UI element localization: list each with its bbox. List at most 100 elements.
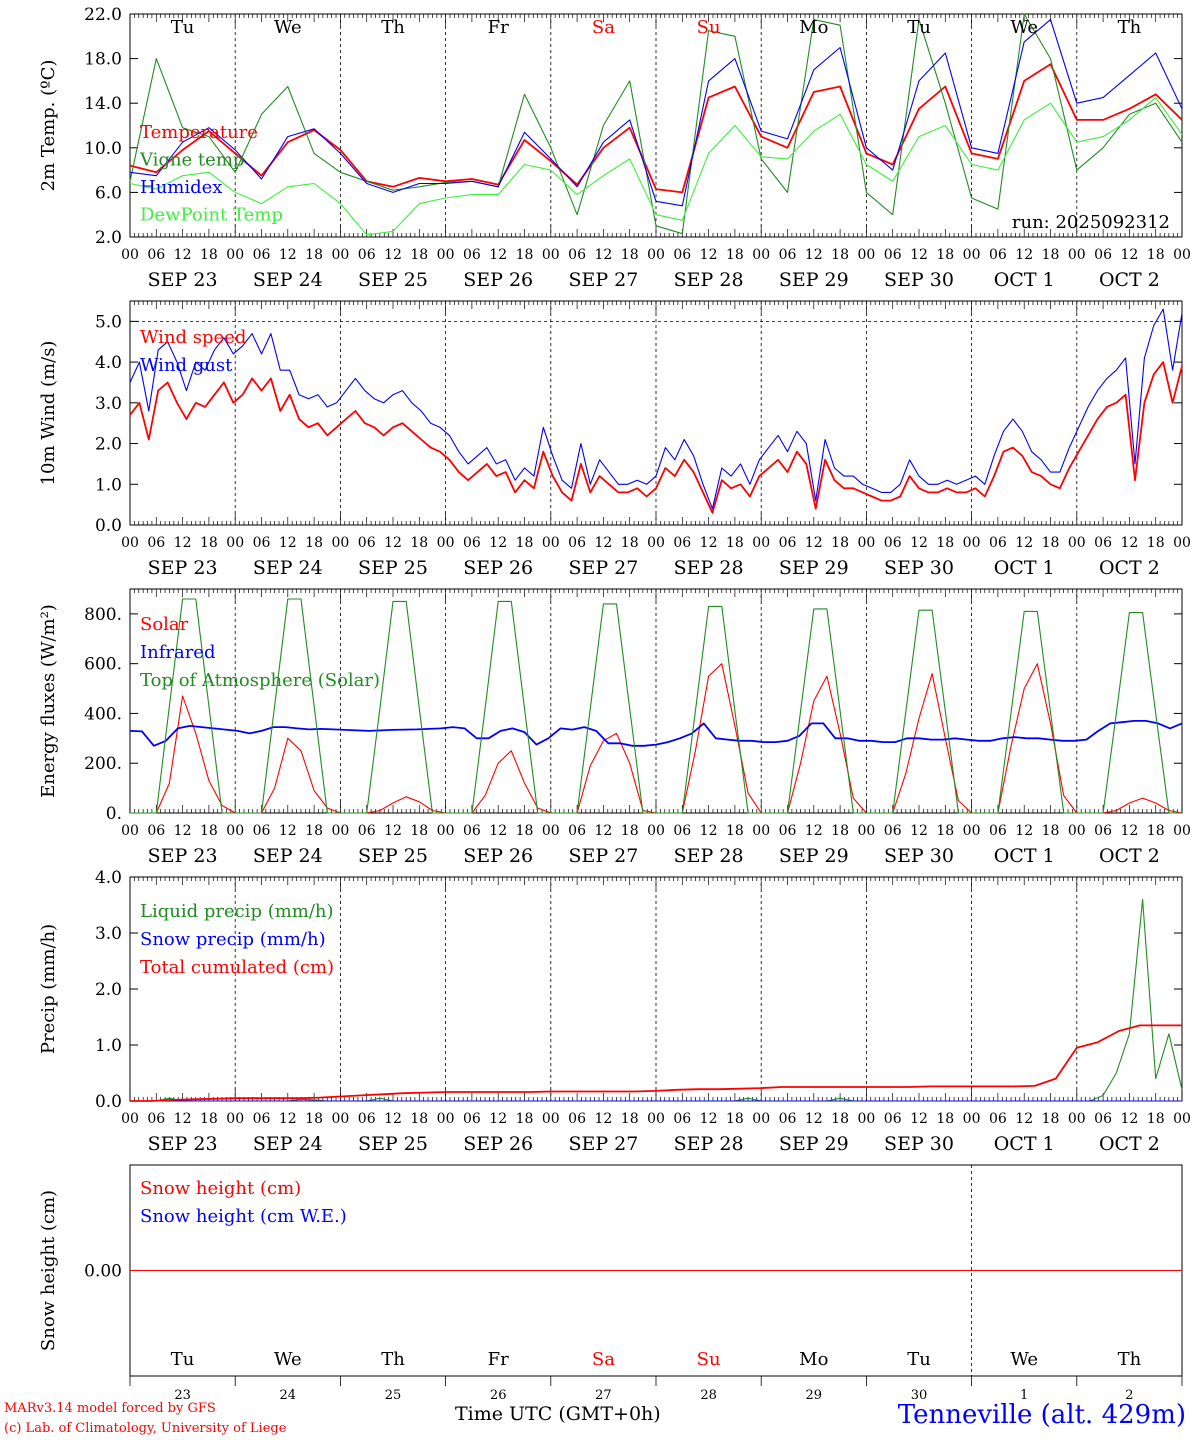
energy-hour-label: 00 — [647, 823, 665, 839]
snow-weekday-label: Su — [697, 1349, 721, 1370]
temperature-weekday-label: Tu — [907, 17, 931, 38]
energy-series-line — [130, 598, 1182, 814]
chart-snow: 0.00 Snow height (cm) Snow height (cm) Snow… — [38, 1164, 1183, 1403]
precip-legend-entry: Liquid precip (mm/h) — [140, 901, 334, 922]
chart-wind: 0.0 1.0 2.0 3.0 4.0 5.0 10m Wind (m/s) Wind spe… — [38, 300, 1191, 579]
snow-legend-entry: Snow height (cm W.E.) — [140, 1206, 347, 1227]
energy-ytick-label: 200. — [84, 754, 122, 774]
precip-hour-label: 12 — [384, 1111, 402, 1127]
precip-legend-entry: Snow precip (mm/h) — [140, 929, 326, 950]
energy-hour-label: 00 — [331, 823, 349, 839]
wind-date-label: SEP 24 — [253, 557, 323, 579]
wind-hour-label: 06 — [358, 535, 376, 551]
precip-series-line — [130, 1024, 1182, 1102]
precip-hour-label: 18 — [200, 1111, 218, 1127]
temperature-hour-label: 12 — [384, 247, 402, 263]
snow-day-number: 30 — [911, 1388, 928, 1403]
temperature-series-line — [129, 97, 1183, 236]
wind-hour-label: 00 — [437, 535, 455, 551]
precip-hour-label: 12 — [805, 1111, 823, 1127]
precip-hour-label: 06 — [147, 1111, 165, 1127]
temperature-hour-label: 06 — [884, 247, 902, 263]
wind-hour-label: 00 — [1173, 535, 1191, 551]
wind-hour-label: 12 — [805, 535, 823, 551]
snow-day-number: 28 — [700, 1388, 717, 1403]
precip-hour-label: 18 — [831, 1111, 849, 1127]
precip-hour-label: 18 — [305, 1111, 323, 1127]
temperature-date-label: SEP 28 — [674, 269, 744, 291]
temperature-hour-label: 12 — [594, 247, 612, 263]
temperature-hour-label: 12 — [279, 247, 297, 263]
wind-hour-label: 12 — [279, 535, 297, 551]
temperature-hour-label: 18 — [410, 247, 428, 263]
snow-day-number: 24 — [280, 1388, 297, 1403]
precip-date-label: SEP 26 — [463, 1133, 533, 1155]
snow-ylabel: Snow height (cm) — [38, 1190, 59, 1351]
temperature-hour-label: 18 — [1147, 247, 1165, 263]
energy-hour-label: 18 — [410, 823, 428, 839]
temperature-legend-entry: Temperature — [140, 122, 258, 143]
precip-ytick-label: 4.0 — [95, 868, 122, 888]
energy-ytick-label: 400. — [84, 704, 122, 724]
temperature-hour-label: 12 — [489, 247, 507, 263]
snow-legend-entry: Snow height (cm) — [140, 1178, 301, 1199]
temperature-date-label: SEP 30 — [884, 269, 954, 291]
snow-weekday-label: Mo — [799, 1349, 828, 1370]
wind-hour-label: 18 — [305, 535, 323, 551]
temperature-hour-label: 06 — [463, 247, 481, 263]
temperature-series-line — [129, 63, 1183, 194]
temperature-ytick-label: 6.0 — [95, 183, 122, 203]
energy-date-label: SEP 25 — [358, 845, 428, 867]
wind-date-label: SEP 30 — [884, 557, 954, 579]
temperature-date-label: OCT 2 — [1099, 269, 1160, 291]
wind-series-line — [129, 361, 1183, 514]
temperature-hour-label: 06 — [989, 247, 1007, 263]
wind-hour-label: 00 — [1068, 535, 1086, 551]
energy-hour-label: 18 — [516, 823, 534, 839]
wind-hour-label: 00 — [542, 535, 560, 551]
chart-precip: 0.0 1.0 2.0 3.0 4.0 Precip (mm/h) Liquid preci… — [38, 868, 1191, 1155]
energy-hour-label: 06 — [358, 823, 376, 839]
temperature-ytick-label: 14.0 — [84, 94, 122, 114]
wind-date-label: OCT 2 — [1099, 557, 1160, 579]
snow-weekday-label: Fr — [488, 1349, 509, 1370]
wind-hour-label: 12 — [1015, 535, 1033, 551]
energy-date-label: SEP 23 — [148, 845, 218, 867]
energy-hour-label: 00 — [121, 823, 139, 839]
temperature-series-line — [129, 19, 1183, 207]
temperature-hour-label: 12 — [1120, 247, 1138, 263]
temperature-weekday-label: Th — [381, 17, 405, 38]
wind-date-label: SEP 25 — [358, 557, 428, 579]
precip-hour-label: 12 — [700, 1111, 718, 1127]
precip-hour-label: 06 — [568, 1111, 586, 1127]
wind-hour-label: 00 — [857, 535, 875, 551]
energy-hour-label: 06 — [253, 823, 271, 839]
wind-hour-label: 06 — [1094, 535, 1112, 551]
energy-hour-label: 06 — [147, 823, 165, 839]
snow-weekday-label: We — [274, 1349, 302, 1370]
energy-hour-label: 18 — [305, 823, 323, 839]
snow-weekday-label: Tu — [907, 1349, 931, 1370]
energy-legend-entry: Top of Atmosphere (Solar) — [140, 670, 380, 691]
wind-date-label: SEP 29 — [779, 557, 849, 579]
temperature-hour-label: 18 — [1042, 247, 1060, 263]
wind-ytick-label: 0.0 — [95, 516, 122, 536]
temperature-hour-label: 12 — [174, 247, 192, 263]
energy-hour-label: 12 — [700, 823, 718, 839]
energy-hour-label: 00 — [226, 823, 244, 839]
temperature-hour-label: 06 — [1094, 247, 1112, 263]
snow-day-number: 27 — [595, 1388, 612, 1403]
chart-energy: 0. 200. 400. 600. 800. Energy fluxes (W/m²) So… — [38, 588, 1191, 867]
snow-day-number: 25 — [385, 1388, 402, 1403]
snow-ytick-label: 0.00 — [84, 1262, 122, 1282]
wind-hour-label: 18 — [200, 535, 218, 551]
temperature-hour-label: 00 — [752, 247, 770, 263]
energy-hour-label: 06 — [463, 823, 481, 839]
precip-hour-label: 00 — [331, 1111, 349, 1127]
temperature-hour-label: 06 — [673, 247, 691, 263]
temperature-hour-label: 00 — [331, 247, 349, 263]
temperature-weekday-label: We — [274, 17, 302, 38]
energy-legend-entry: Infrared — [140, 642, 215, 663]
energy-date-label: SEP 26 — [463, 845, 533, 867]
